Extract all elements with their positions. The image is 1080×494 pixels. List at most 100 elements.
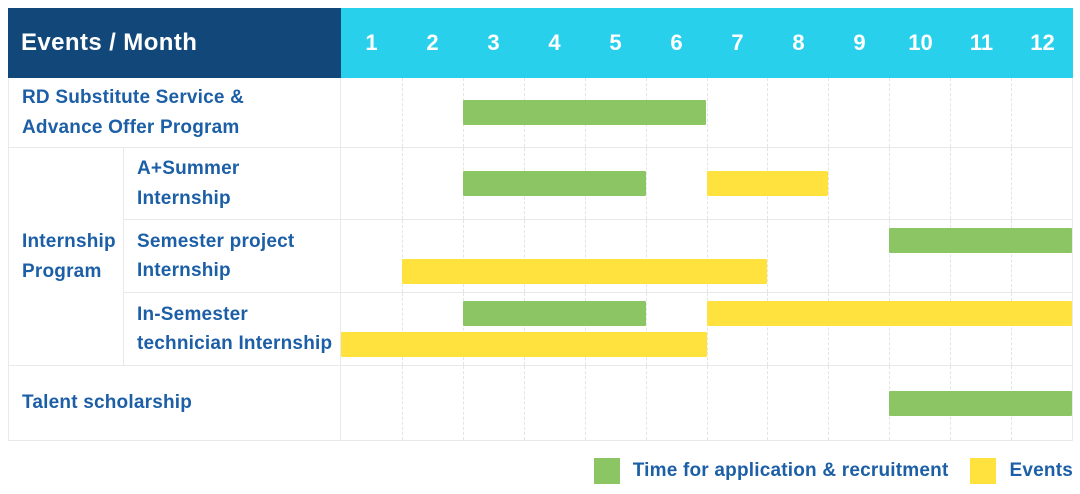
month-gridline <box>523 293 525 365</box>
legend-item-application: Time for application & recruitment <box>593 458 949 484</box>
month-gridline <box>1011 78 1013 147</box>
month-gridline <box>645 293 647 365</box>
month-gridline <box>401 148 403 219</box>
bar-tracks <box>341 293 1072 365</box>
month-gridline <box>950 220 952 292</box>
chart-row-semester-project <box>341 220 1073 293</box>
row-label-semester-project: Semester project Internship <box>124 220 341 293</box>
bar-track <box>341 259 1072 284</box>
month-gridline <box>950 293 952 365</box>
month-gridline <box>401 78 403 147</box>
month-gridline <box>401 366 403 440</box>
gantt-table: Events / Month 1 2 3 4 5 6 7 8 9 10 11 12 RD Substi… <box>8 8 1073 441</box>
events-bar <box>706 301 1072 326</box>
chart-row-in-semester-technician <box>341 293 1073 366</box>
month-gridline <box>1011 220 1013 292</box>
application-recruitment-bar <box>462 301 646 326</box>
chart-row-rd-substitute <box>341 78 1073 148</box>
month-gridline <box>523 220 525 292</box>
events-bar <box>401 259 768 284</box>
events-bar <box>341 332 707 357</box>
month-label: 8 <box>792 30 805 55</box>
month-gridline <box>889 220 891 292</box>
month-gridline <box>767 366 769 440</box>
month-gridline <box>767 78 769 147</box>
row-label-line: Internship <box>137 260 231 281</box>
month-gridline <box>706 293 708 365</box>
chart-row-a-plus-summer <box>341 148 1073 220</box>
month-gridline <box>462 220 464 292</box>
header-events-month: Events / Month <box>8 8 341 78</box>
month-gridline <box>645 366 647 440</box>
month-gridline <box>950 148 952 219</box>
month-gridline <box>767 220 769 292</box>
month-gridline <box>584 220 586 292</box>
legend-item-events: Events <box>970 458 1073 484</box>
month-gridline <box>950 78 952 147</box>
row-label-line: Semester project <box>137 230 295 252</box>
application-recruitment-bar <box>462 100 707 125</box>
application-recruitment-bar <box>889 390 1072 416</box>
bar-track <box>341 100 1072 125</box>
month-gridline <box>706 366 708 440</box>
month-gridline <box>462 366 464 440</box>
row-label-line: technician Internship <box>137 333 333 354</box>
month-label: 2 <box>426 30 439 55</box>
month-gridline <box>645 220 647 292</box>
row-label-line: In-Semester <box>137 303 248 325</box>
bar-track <box>341 228 1072 253</box>
row-label-line: A+Summer <box>137 158 240 180</box>
month-label: 5 <box>609 30 622 55</box>
month-label: 6 <box>670 30 683 55</box>
month-gridline <box>584 293 586 365</box>
month-label: 1 <box>365 30 378 55</box>
month-gridline <box>889 148 891 219</box>
row-label-line: Talent scholarship <box>22 392 193 414</box>
month-gridline <box>828 78 830 147</box>
group-label-internship-program: Internship Program <box>8 148 124 366</box>
month-label: 4 <box>548 30 561 55</box>
month-header: 1 2 3 4 5 6 7 8 9 10 11 12 <box>341 8 1073 78</box>
month-gridline <box>828 366 830 440</box>
row-label-talent-scholarship: Talent scholarship <box>8 366 341 441</box>
bar-tracks <box>341 220 1072 292</box>
month-gridline <box>706 78 708 147</box>
month-gridline <box>828 148 830 219</box>
row-label-in-semester-technician: In-Semester technician Internship <box>124 293 341 366</box>
bar-tracks <box>341 78 1072 147</box>
bar-track <box>341 390 1072 416</box>
application-swatch <box>593 458 620 484</box>
month-gridline <box>462 293 464 365</box>
events-swatch <box>970 458 997 484</box>
month-label: 7 <box>731 30 744 55</box>
chart-row-talent-scholarship <box>341 366 1073 441</box>
group-label-line: Program <box>22 260 102 282</box>
month-gridline <box>584 366 586 440</box>
row-label-line: RD Substitute Service & <box>22 87 245 109</box>
month-gridline <box>889 293 891 365</box>
month-gridline <box>706 220 708 292</box>
application-recruitment-bar <box>462 171 646 196</box>
month-gridline <box>1011 148 1013 219</box>
row-label-a-plus-summer: A+Summer Internship <box>124 148 341 220</box>
month-label: 3 <box>487 30 500 55</box>
row-label-line: Advance Offer Program <box>22 116 240 138</box>
legend-label: Time for application & recruitment <box>632 460 949 481</box>
events-bar <box>706 171 829 196</box>
bar-tracks <box>341 148 1072 219</box>
month-gridline <box>889 78 891 147</box>
bar-tracks <box>341 366 1072 440</box>
bar-track <box>341 301 1072 326</box>
month-gridline <box>401 220 403 292</box>
month-gridline <box>645 148 647 219</box>
legend: Time for application & recruitment Events <box>593 457 1073 485</box>
month-label: 12 <box>1030 30 1055 55</box>
month-label: 10 <box>908 30 933 55</box>
bar-track <box>341 171 1072 196</box>
group-label-line: Internship <box>22 231 116 253</box>
bar-track <box>341 332 1072 357</box>
month-gridline <box>523 366 525 440</box>
month-gridline <box>1011 293 1013 365</box>
row-label-line: Internship <box>137 187 231 209</box>
